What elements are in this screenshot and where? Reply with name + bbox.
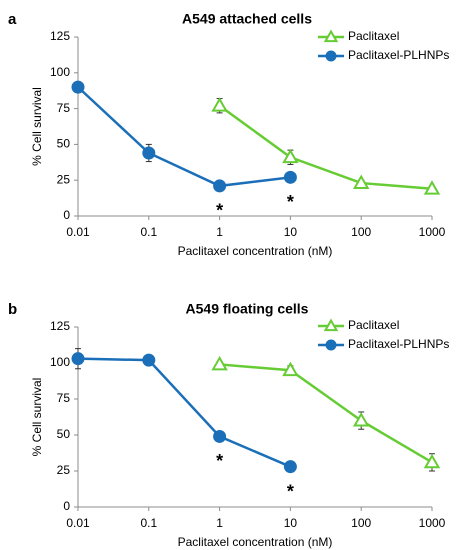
x-tick-label: 0.1 (140, 225, 157, 239)
series-paclitaxel-plhnps (71, 348, 297, 474)
significance-asterisk: * (287, 481, 294, 501)
panel-letter: b (8, 301, 17, 318)
legend-label: Paclitaxel (348, 318, 399, 332)
chart-title: A549 attached cells (182, 11, 312, 27)
data-point-triangle (423, 180, 441, 195)
y-tick-label: 25 (57, 463, 71, 477)
x-axis-label: Paclitaxel concentration (nM) (178, 244, 333, 258)
x-tick-label: 1000 (419, 516, 446, 530)
data-point-circle (142, 353, 156, 367)
x-tick-label: 1 (216, 225, 223, 239)
data-point-triangle (211, 355, 228, 371)
y-tick-label: 0 (63, 499, 70, 513)
data-point-circle (283, 170, 297, 184)
series-paclitaxel (211, 97, 441, 195)
y-tick-label: 50 (57, 137, 71, 151)
y-tick-label: 100 (50, 355, 70, 369)
series-line (219, 363, 433, 464)
panel-letter: a (8, 11, 17, 28)
legend: Paclitaxel Paclitaxel-PLHNPs (318, 29, 449, 62)
legend: Paclitaxel Paclitaxel-PLHNPs (318, 318, 449, 351)
data-point-circle (71, 80, 85, 94)
x-tick-label: 10 (284, 225, 298, 239)
data-point-circle (142, 146, 156, 160)
series-paclitaxel-plhnps (71, 80, 297, 193)
y-tick-label: 25 (57, 172, 71, 186)
significance-asterisk: * (216, 451, 223, 471)
x-tick-label: 0.01 (66, 225, 90, 239)
data-point-triangle (352, 174, 370, 189)
legend-label: Paclitaxel (348, 29, 399, 43)
series-paclitaxel (211, 355, 441, 472)
data-point-triangle (282, 148, 299, 164)
x-tick-label: 100 (351, 516, 371, 530)
x-tick-label: 1 (216, 516, 223, 530)
y-axis-label: % Cell survival (30, 378, 44, 457)
x-tick-label: 100 (351, 225, 371, 239)
x-tick-label: 1000 (419, 225, 446, 239)
data-point-circle (283, 460, 297, 474)
data-point-circle (71, 352, 85, 366)
y-tick-label: 100 (50, 65, 70, 79)
significance-asterisk: * (216, 201, 223, 221)
legend-label: Paclitaxel-PLHNPs (348, 337, 449, 351)
y-tick-label: 0 (63, 208, 70, 222)
series-line (77, 86, 291, 188)
y-tick-label: 50 (57, 427, 71, 441)
legend-label: Paclitaxel-PLHNPs (348, 48, 449, 62)
series-line (218, 104, 433, 191)
chart-title: A549 floating cells (186, 301, 309, 317)
x-tick-label: 0.1 (140, 516, 157, 530)
y-tick-label: 125 (50, 319, 70, 333)
data-point-triangle (282, 361, 299, 377)
data-point-circle (213, 179, 227, 193)
x-tick-label: 10 (284, 516, 298, 530)
chart-panel-a: a A549 attached cells 0 25 50 75 100 125 0.01 0.1… (8, 11, 449, 258)
series-line (77, 357, 291, 468)
data-point-circle (213, 429, 227, 443)
legend-marker-triangle (323, 318, 339, 332)
data-point-triangle (211, 97, 228, 112)
legend-marker-circle (325, 50, 337, 62)
legend-marker-triangle (323, 29, 339, 43)
y-tick-label: 75 (57, 391, 71, 405)
significance-asterisk: * (287, 192, 294, 212)
y-tick-label: 75 (57, 101, 71, 115)
data-point-triangle (352, 412, 370, 427)
x-axis-label: Paclitaxel concentration (nM) (178, 535, 333, 549)
legend-marker-circle (325, 339, 337, 351)
chart-panel-b: b A549 floating cells 0 25 50 75 100 125 0.01 0.1… (8, 301, 449, 549)
data-point-triangle (423, 453, 441, 469)
y-tick-label: 125 (50, 29, 70, 43)
x-tick-label: 0.01 (66, 516, 90, 530)
y-axis-label: % Cell survival (30, 87, 44, 166)
